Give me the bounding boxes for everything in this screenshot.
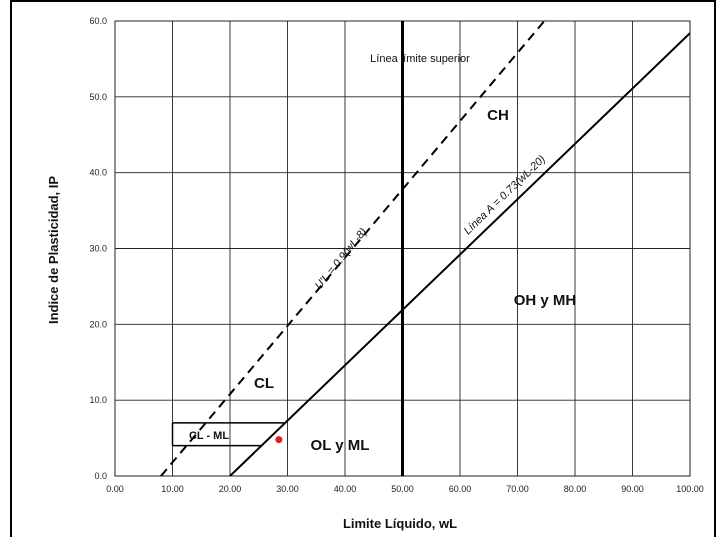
x-tick-label: 60.00 <box>449 484 472 494</box>
x-tick-label: 80.00 <box>564 484 587 494</box>
cl-label: CL <box>254 375 274 392</box>
ol-ml-label: OL y ML <box>311 437 370 454</box>
y-tick-label: 0.0 <box>94 471 107 481</box>
y-tick-label: 30.0 <box>89 244 107 254</box>
cl-ml-label: CL - ML <box>189 430 229 442</box>
oh-mh-label: OH y MH <box>514 292 577 309</box>
x-tick-label: 0.00 <box>106 484 124 494</box>
y-tick-label: 60.0 <box>89 16 107 26</box>
series-lines <box>160 21 690 476</box>
ll-upper-label: Línea límite superior <box>370 53 470 65</box>
x-tick-labels: 0.00 10.00 20.00 30.00 40.00 50.00 60.00 70.00 8… <box>106 484 704 494</box>
u-line <box>160 21 546 476</box>
y-tick-label: 40.0 <box>89 168 107 178</box>
cl-ml-band <box>171 422 286 447</box>
x-tick-label: 50.00 <box>391 484 414 494</box>
y-tick-labels: 0.0 10.0 20.0 30.0 40.0 50.0 60.0 <box>89 16 107 481</box>
x-tick-label: 40.00 <box>334 484 357 494</box>
data-point <box>275 436 283 444</box>
chart-frame <box>10 0 716 537</box>
sample-point <box>275 436 283 444</box>
x-tick-label: 20.00 <box>219 484 242 494</box>
a-line <box>229 32 690 476</box>
y-axis-title: Indice de Plasticidad, IP <box>46 176 61 324</box>
x-tick-label: 100.00 <box>676 484 704 494</box>
x-tick-label: 70.00 <box>506 484 529 494</box>
x-tick-label: 30.00 <box>276 484 299 494</box>
y-tick-label: 20.0 <box>89 319 107 329</box>
x-tick-label: 90.00 <box>621 484 644 494</box>
x-axis-title: Limite Líquido, wL <box>343 516 457 531</box>
x-tick-label: 10.00 <box>161 484 184 494</box>
ch-label: CH <box>487 107 509 124</box>
y-tick-label: 10.0 <box>89 395 107 405</box>
y-tick-label: 50.0 <box>89 92 107 102</box>
